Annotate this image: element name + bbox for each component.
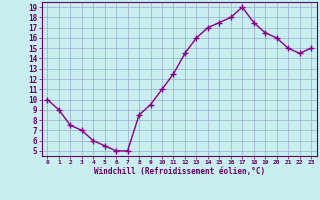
X-axis label: Windchill (Refroidissement éolien,°C): Windchill (Refroidissement éolien,°C) bbox=[94, 167, 265, 176]
